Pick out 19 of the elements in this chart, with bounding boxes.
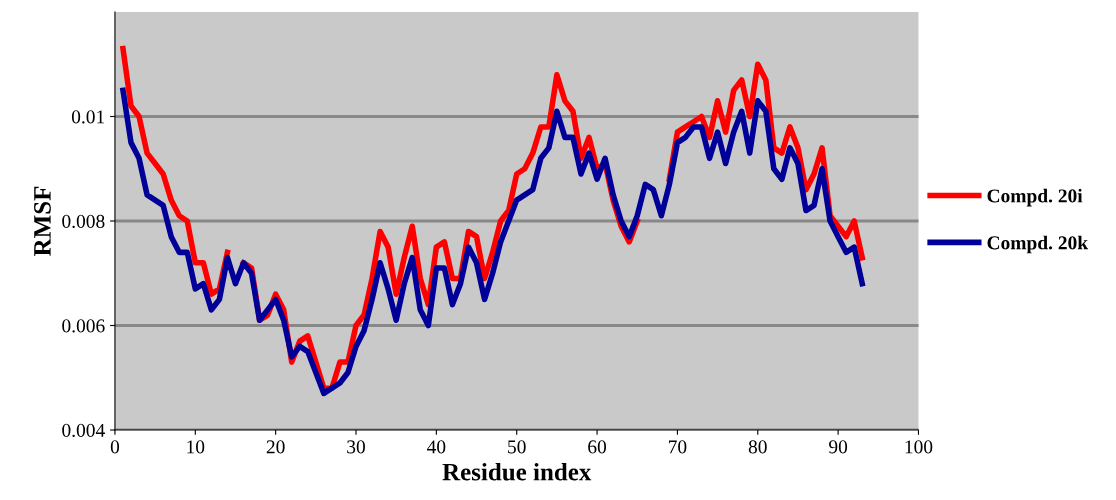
x-tick-label: 20 xyxy=(266,440,285,454)
legend-label: Compd. 20i xyxy=(987,188,1083,207)
y-tick-label: 0.008 xyxy=(62,214,105,229)
x-tick-label: 70 xyxy=(668,440,687,454)
x-tick-label: 10 xyxy=(187,440,205,454)
x-tick-label: 30 xyxy=(347,440,365,454)
x-tick-label: 40 xyxy=(427,440,446,454)
x-tick-label: 100 xyxy=(905,440,933,454)
y-tick-label: 0.004 xyxy=(62,423,105,438)
y-axis-title: RMSF xyxy=(34,186,51,256)
x-tick-label: 80 xyxy=(748,440,767,454)
legend-label: Compd. 20k xyxy=(987,235,1089,254)
y-tick-label: 0.01 xyxy=(71,110,105,124)
y-tick-label: 0.006 xyxy=(62,319,105,333)
x-tick-label: 0 xyxy=(110,440,120,454)
x-tick-label: 50 xyxy=(508,440,526,454)
x-tick-label: 90 xyxy=(829,440,848,454)
x-tick-label: 60 xyxy=(588,440,607,454)
x-axis-title: Residue index xyxy=(442,462,592,481)
